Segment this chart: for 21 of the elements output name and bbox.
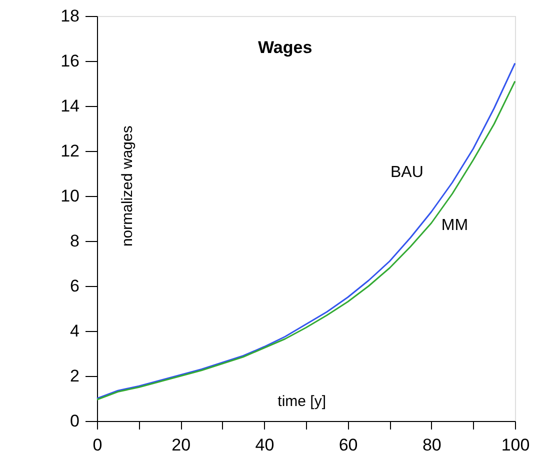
y-tick-label: 6 xyxy=(70,276,80,296)
y-tick-label: 2 xyxy=(70,366,80,386)
y-tick-label: 12 xyxy=(60,142,80,160)
y-tick-label: 14 xyxy=(60,96,80,116)
x-tick-label: 20 xyxy=(172,436,191,454)
series-label: MM xyxy=(441,217,468,234)
x-tick-label: 60 xyxy=(338,436,358,454)
x-tick-label: 0 xyxy=(92,436,102,454)
x-axis-title: time [y] xyxy=(278,393,326,410)
x-tick-label: 100 xyxy=(501,436,530,454)
y-tick-label: 10 xyxy=(60,186,80,206)
series-label: BAU xyxy=(390,164,424,181)
text: Wages xyxy=(258,38,312,57)
y-axis-title: normalized wages xyxy=(119,126,136,247)
x-tick-label: 40 xyxy=(255,436,274,454)
y-tick-label: 4 xyxy=(70,322,80,340)
x-tick-label: 80 xyxy=(422,436,442,454)
y-tick-label: 0 xyxy=(70,412,80,430)
y-tick-label: 16 xyxy=(60,52,80,70)
y-tick-label: 8 xyxy=(70,232,80,250)
y-tick-label: 18 xyxy=(60,6,80,26)
